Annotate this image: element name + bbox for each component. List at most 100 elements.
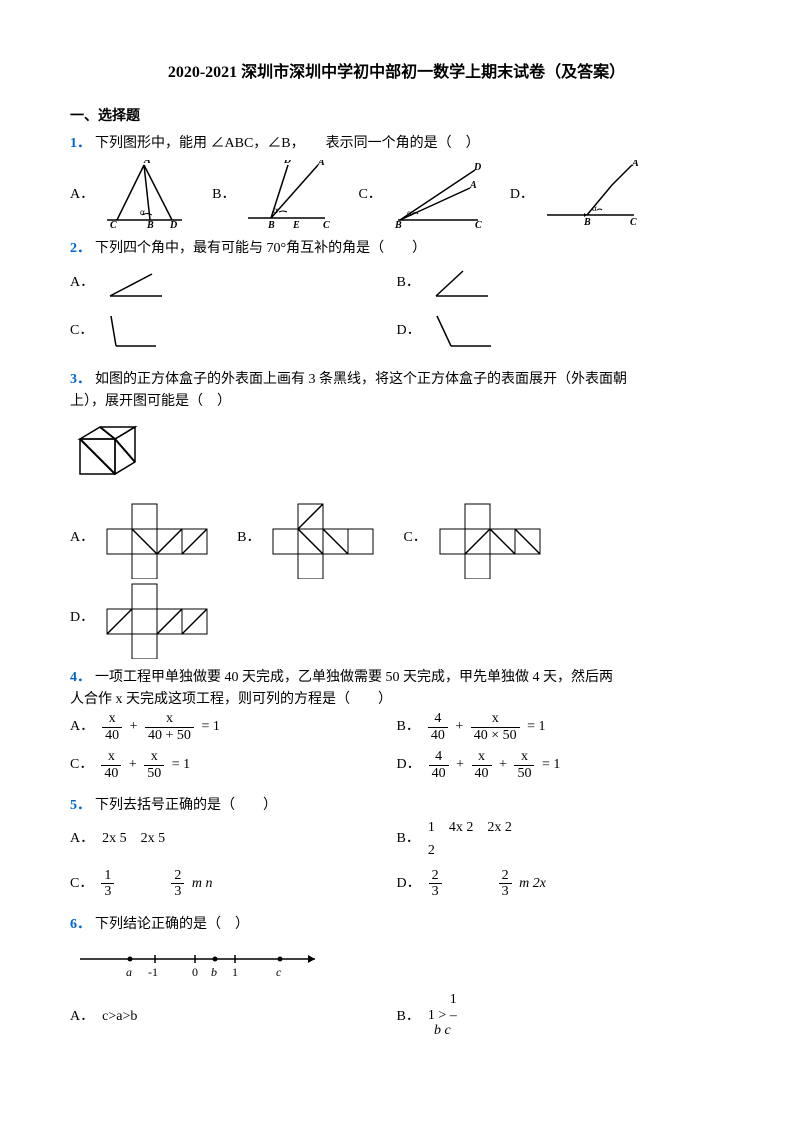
section-1-title: 一、选择题 [70, 106, 723, 128]
q4-text-2: 人合作 x 天完成这项工程，则可列的方程是（ ） [70, 689, 723, 711]
q4-options: A． x40 + x40 + 50 = 1 B． 440 + x40 × 50 … [70, 711, 723, 787]
svg-text:A: A [317, 160, 325, 168]
q5-opt-c-label: C． [70, 873, 93, 895]
svg-text:0: 0 [192, 965, 198, 979]
q3-number: 3． [70, 369, 91, 391]
q3-text-1: 如图的正方体盒子的外表面上画有 3 条黑线，将这个正方体盒子的表面展开（外表面朝 [95, 369, 627, 391]
q6-opt-b-expr: 1 1 > ‒ b c [428, 992, 457, 1042]
q1-options: A． A C B D α B． D A [70, 160, 723, 230]
svg-text:-1: -1 [148, 965, 158, 979]
svg-text:1: 1 [232, 965, 238, 979]
svg-text:C: C [475, 220, 482, 230]
q2-opt-c-label: C． [70, 320, 93, 342]
q6-opt-a-expr: c>a>b [102, 1006, 137, 1028]
q5-opt-b-label: B． [397, 828, 420, 850]
q5-text: 下列去括号正确的是（ ） [95, 795, 277, 817]
svg-text:B: B [394, 220, 402, 230]
q4-opt-a-expr: x40 + x40 + 50 = 1 [102, 711, 224, 743]
q4-opt-c-label: C． [70, 754, 93, 776]
q2-opt-a-label: A． [70, 272, 94, 294]
svg-text:B: B [267, 220, 275, 230]
svg-text:α: α [273, 205, 278, 215]
svg-text:A: A [143, 160, 151, 166]
q6-opt-b-label: B． [397, 1006, 420, 1028]
svg-text:B: B [583, 217, 591, 228]
q1-opt-d-label: D． [510, 184, 534, 206]
q3-figure-b [268, 499, 378, 579]
svg-text:C: C [630, 217, 637, 228]
q1-opt-a-label: A． [70, 184, 94, 206]
q2-options: A． C． B． [70, 266, 723, 361]
q5-opt-c-expr: 13 23 m n [101, 868, 216, 900]
q2-text: 下列四个角中，最有可能与 70°角互补的角是（ ） [95, 238, 426, 260]
q6-number: 6． [70, 914, 91, 936]
svg-text:α: α [592, 203, 597, 213]
q4-opt-c-expr: x40 + x50 = 1 [101, 749, 194, 781]
svg-text:D: D [473, 162, 481, 173]
svg-text:c: c [276, 965, 282, 979]
question-2: 2． 下列四个角中，最有可能与 70°角互补的角是（ ） A． C． [70, 238, 723, 360]
q3-opt-a-label: A． [70, 527, 94, 549]
q4-opt-d-label: D． [397, 754, 421, 776]
q6-number-line: a -1 0 b 1 c [70, 944, 330, 984]
q4-text-1: 一项工程甲单独做要 40 天完成，乙单独做需要 50 天完成，甲先单独做 4 天… [95, 667, 613, 689]
q2-figure-d [429, 311, 499, 351]
q3-figure-a [102, 499, 212, 579]
question-6: 6． 下列结论正确的是（ ） a -1 0 b 1 c A． c>a>b B． [70, 914, 723, 1049]
svg-text:A: A [469, 180, 477, 191]
q5-opt-a-label: A． [70, 828, 94, 850]
q2-opt-d-label: D． [397, 320, 421, 342]
q2-figure-c [101, 311, 161, 351]
svg-text:C: C [323, 220, 330, 230]
q1-figure-b: D A B E C α [243, 160, 333, 230]
svg-text:a: a [126, 965, 132, 979]
q6-options: A． c>a>b B． 1 1 > ‒ b c [70, 992, 723, 1048]
q3-figure-d [102, 579, 212, 659]
q5-opt-a-expr: 2x 5 2x 5 [102, 828, 165, 850]
document-title: 2020-2021 深圳市深圳中学初中部初一数学上期末试卷（及答案） [70, 60, 723, 86]
q5-opt-d-expr: 23 23 m 2x [429, 868, 550, 900]
svg-text:D: D [283, 160, 291, 166]
question-4: 4． 一项工程甲单独做要 40 天完成，乙单独做需要 50 天完成，甲先单独做 … [70, 667, 723, 787]
svg-text:α: α [407, 208, 412, 218]
svg-text:D: D [169, 220, 177, 230]
q2-number: 2． [70, 238, 91, 260]
q1-figure-a: A C B D α [102, 160, 187, 230]
q3-opt-c-label: C． [403, 527, 426, 549]
q1-text: 下列图形中，能用 ∠ABC，∠B， 表示同一个角的是（ ） [95, 133, 480, 155]
question-5: 5． 下列去括号正确的是（ ） A． 2x 5 2x 5 B． 1 4x 2 2… [70, 795, 723, 906]
q3-text-2: 上），展开图可能是（ ） [70, 391, 723, 413]
q5-opt-d-label: D． [397, 873, 421, 895]
q4-opt-b-label: B． [397, 716, 420, 738]
q3-opt-d-label: D． [70, 607, 94, 629]
q1-number: 1． [70, 133, 91, 155]
q4-opt-b-expr: 440 + x40 × 50 = 1 [428, 711, 550, 743]
q4-opt-a-label: A． [70, 716, 94, 738]
q3-figure-c [435, 499, 545, 579]
q3-opt-b-label: B． [237, 527, 260, 549]
q6-opt-a-label: A． [70, 1006, 94, 1028]
q4-opt-d-expr: 440 + x40 + x50 = 1 [429, 749, 565, 781]
q3-options: A． B． [70, 499, 723, 659]
q2-figure-b [428, 266, 498, 301]
q1-opt-c-label: C． [358, 184, 381, 206]
svg-text:E: E [292, 220, 300, 230]
q1-opt-b-label: B． [212, 184, 235, 206]
svg-text:C: C [110, 220, 117, 230]
q3-cube-figure [70, 419, 145, 494]
svg-text:B: B [146, 220, 154, 230]
q5-opt-b-expr: 1 4x 2 2x 2 2 [428, 817, 512, 862]
q5-number: 5． [70, 795, 91, 817]
q6-text: 下列结论正确的是（ ） [95, 914, 249, 936]
svg-text:A: A [631, 160, 639, 169]
svg-text:α: α [140, 207, 145, 217]
question-3: 3． 如图的正方体盒子的外表面上画有 3 条黑线，将这个正方体盒子的表面展开（外… [70, 369, 723, 659]
q1-figure-c: D A B C α [390, 160, 485, 230]
q5-options: A． 2x 5 2x 5 B． 1 4x 2 2x 2 2 C． 13 23 m… [70, 817, 723, 906]
q1-figure-d: A B C α [542, 160, 642, 230]
svg-text:b: b [211, 965, 217, 979]
q2-figure-a [102, 266, 172, 301]
q2-opt-b-label: B． [397, 272, 420, 294]
q4-number: 4． [70, 667, 91, 689]
question-1: 1． 下列图形中，能用 ∠ABC，∠B， 表示同一个角的是（ ） A． A C … [70, 133, 723, 230]
